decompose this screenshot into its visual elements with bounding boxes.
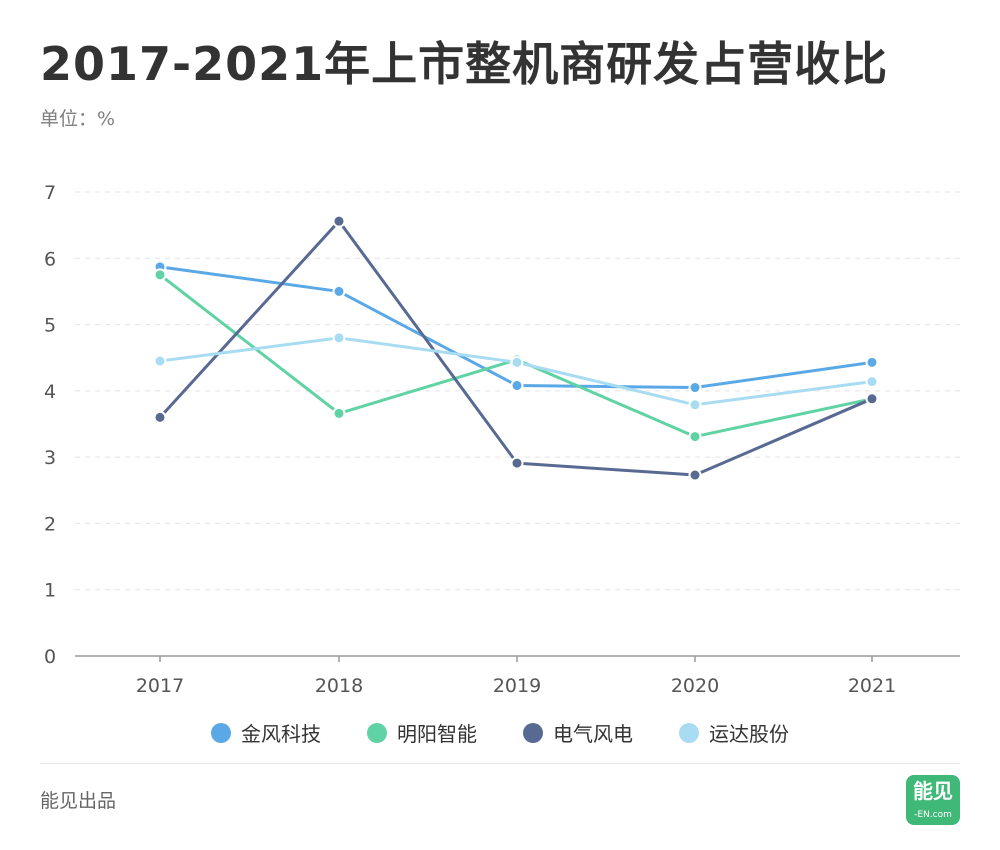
data-point	[688, 468, 702, 482]
data-point	[510, 379, 524, 393]
data-point	[332, 331, 346, 345]
x-tick-label: 2018	[315, 675, 363, 697]
legend-label: 运达股份	[709, 722, 789, 746]
legend-label: 金风科技	[241, 722, 321, 746]
data-point	[153, 410, 167, 424]
legend-label: 电气风电	[553, 722, 633, 746]
data-point	[332, 284, 346, 298]
data-point	[510, 355, 524, 369]
series-line	[159, 336, 873, 407]
x-tick-label: 2020	[671, 675, 719, 697]
data-point	[332, 406, 346, 420]
series-line	[159, 265, 873, 390]
logo-subtext: -EN.com	[914, 810, 952, 820]
data-point	[332, 214, 346, 228]
line-chart: 0 1 2 3 4 5 6 7 2017 2018 2019 2020 2021	[44, 182, 960, 697]
x-tick-label: 2019	[493, 675, 541, 697]
y-tick-label: 0	[44, 646, 56, 668]
y-tick-label: 1	[44, 580, 56, 602]
footer-divider	[40, 763, 960, 764]
legend-item: 明阳智能	[367, 718, 477, 747]
chart-title: 2017-2021年上市整机商研发占营收比	[40, 37, 889, 91]
unit-label: 单位：%	[40, 108, 116, 130]
y-tick-label: 4	[44, 381, 56, 403]
data-point	[865, 375, 879, 389]
x-tick-label: 2021	[848, 675, 896, 697]
legend-swatch	[211, 722, 231, 743]
logo-text: 能见	[913, 779, 953, 803]
chart-legend: 金风科技 明阳智能 电气风电 运达股份	[0, 718, 1000, 747]
x-tick-label: 2017	[136, 675, 184, 697]
legend-label: 明阳智能	[397, 722, 477, 746]
data-point	[865, 355, 879, 369]
source-label: 能见出品	[40, 790, 117, 812]
data-point	[510, 456, 524, 470]
y-tick-label: 7	[44, 182, 56, 204]
y-tick-label: 3	[44, 447, 56, 469]
data-point	[153, 268, 167, 282]
data-point	[688, 430, 702, 444]
legend-item: 运达股份	[679, 718, 789, 747]
legend-item: 电气风电	[523, 718, 633, 747]
legend-swatch	[523, 722, 543, 743]
y-tick-label: 2	[44, 513, 56, 535]
y-tick-label: 5	[44, 315, 56, 337]
brand-logo: 能见 -EN.com	[906, 775, 960, 825]
data-point	[688, 398, 702, 412]
legend-swatch	[679, 722, 699, 743]
data-point	[865, 392, 879, 406]
y-tick-label: 6	[44, 248, 56, 270]
data-point	[153, 354, 167, 368]
data-point	[688, 381, 702, 395]
legend-item: 金风科技	[211, 718, 321, 747]
legend-swatch	[367, 722, 387, 743]
